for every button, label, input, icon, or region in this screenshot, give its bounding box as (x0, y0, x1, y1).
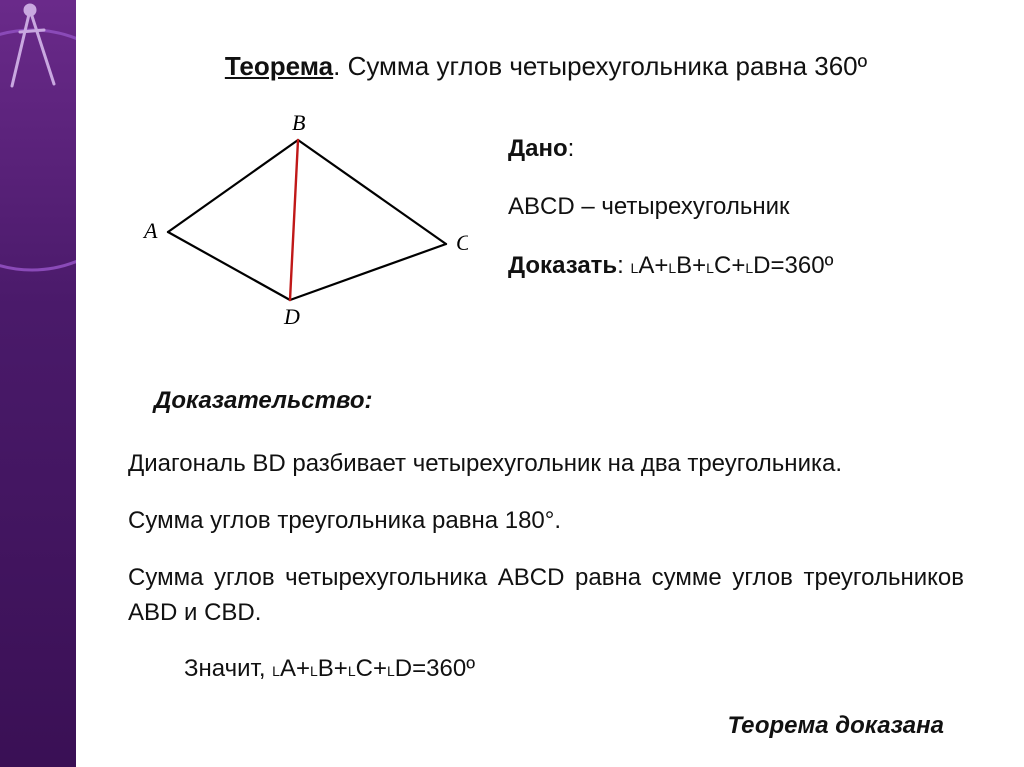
given-block: Дано: ABCD – четырехугольник Доказать: L… (508, 114, 964, 284)
theorem-label: Теорема (225, 51, 333, 81)
proof-line-1: Диагональ BD разбивает четырехугольник н… (128, 447, 964, 482)
svg-text:D: D (283, 304, 300, 329)
svg-text:C: C (456, 230, 468, 255)
qed-line: Теорема доказана (128, 709, 964, 744)
compass-circle-icon (0, 0, 76, 767)
sidebar-ornament (0, 0, 76, 767)
dano-label: Дано (508, 135, 568, 162)
proof-body: Диагональ BD разбивает четырехугольник н… (128, 447, 964, 687)
theorem-title: Теорема. Сумма углов четырехугольника ра… (128, 48, 964, 86)
theorem-statement: . Сумма углов четырехугольника равна 360… (333, 51, 867, 81)
proof-line-2: Сумма углов треугольника равна 180°. (128, 504, 964, 539)
slide-content: Теорема. Сумма углов четырехугольника ра… (76, 0, 1024, 767)
conclusion-expression: LA+LB+LC+LD=360º (272, 655, 475, 682)
quadrilateral-figure: A B C D (128, 114, 468, 345)
prove-expression: LA+LB+LC+LD=360º (631, 252, 834, 279)
svg-text:A: A (142, 218, 158, 243)
prove-label: Доказать (508, 252, 617, 279)
proof-heading: Доказательство: (154, 384, 964, 419)
given-heading: Дано: (508, 132, 964, 167)
given-text: ABCD – четырехугольник (508, 190, 964, 225)
prove-line: Доказать: LA+LB+LC+LD=360º (508, 249, 964, 284)
svg-text:B: B (292, 114, 305, 135)
proof-conclusion: Значит, LA+LB+LC+LD=360º (184, 652, 964, 687)
proof-line-3: Сумма углов четырехугольника ABCD равна … (128, 561, 964, 631)
